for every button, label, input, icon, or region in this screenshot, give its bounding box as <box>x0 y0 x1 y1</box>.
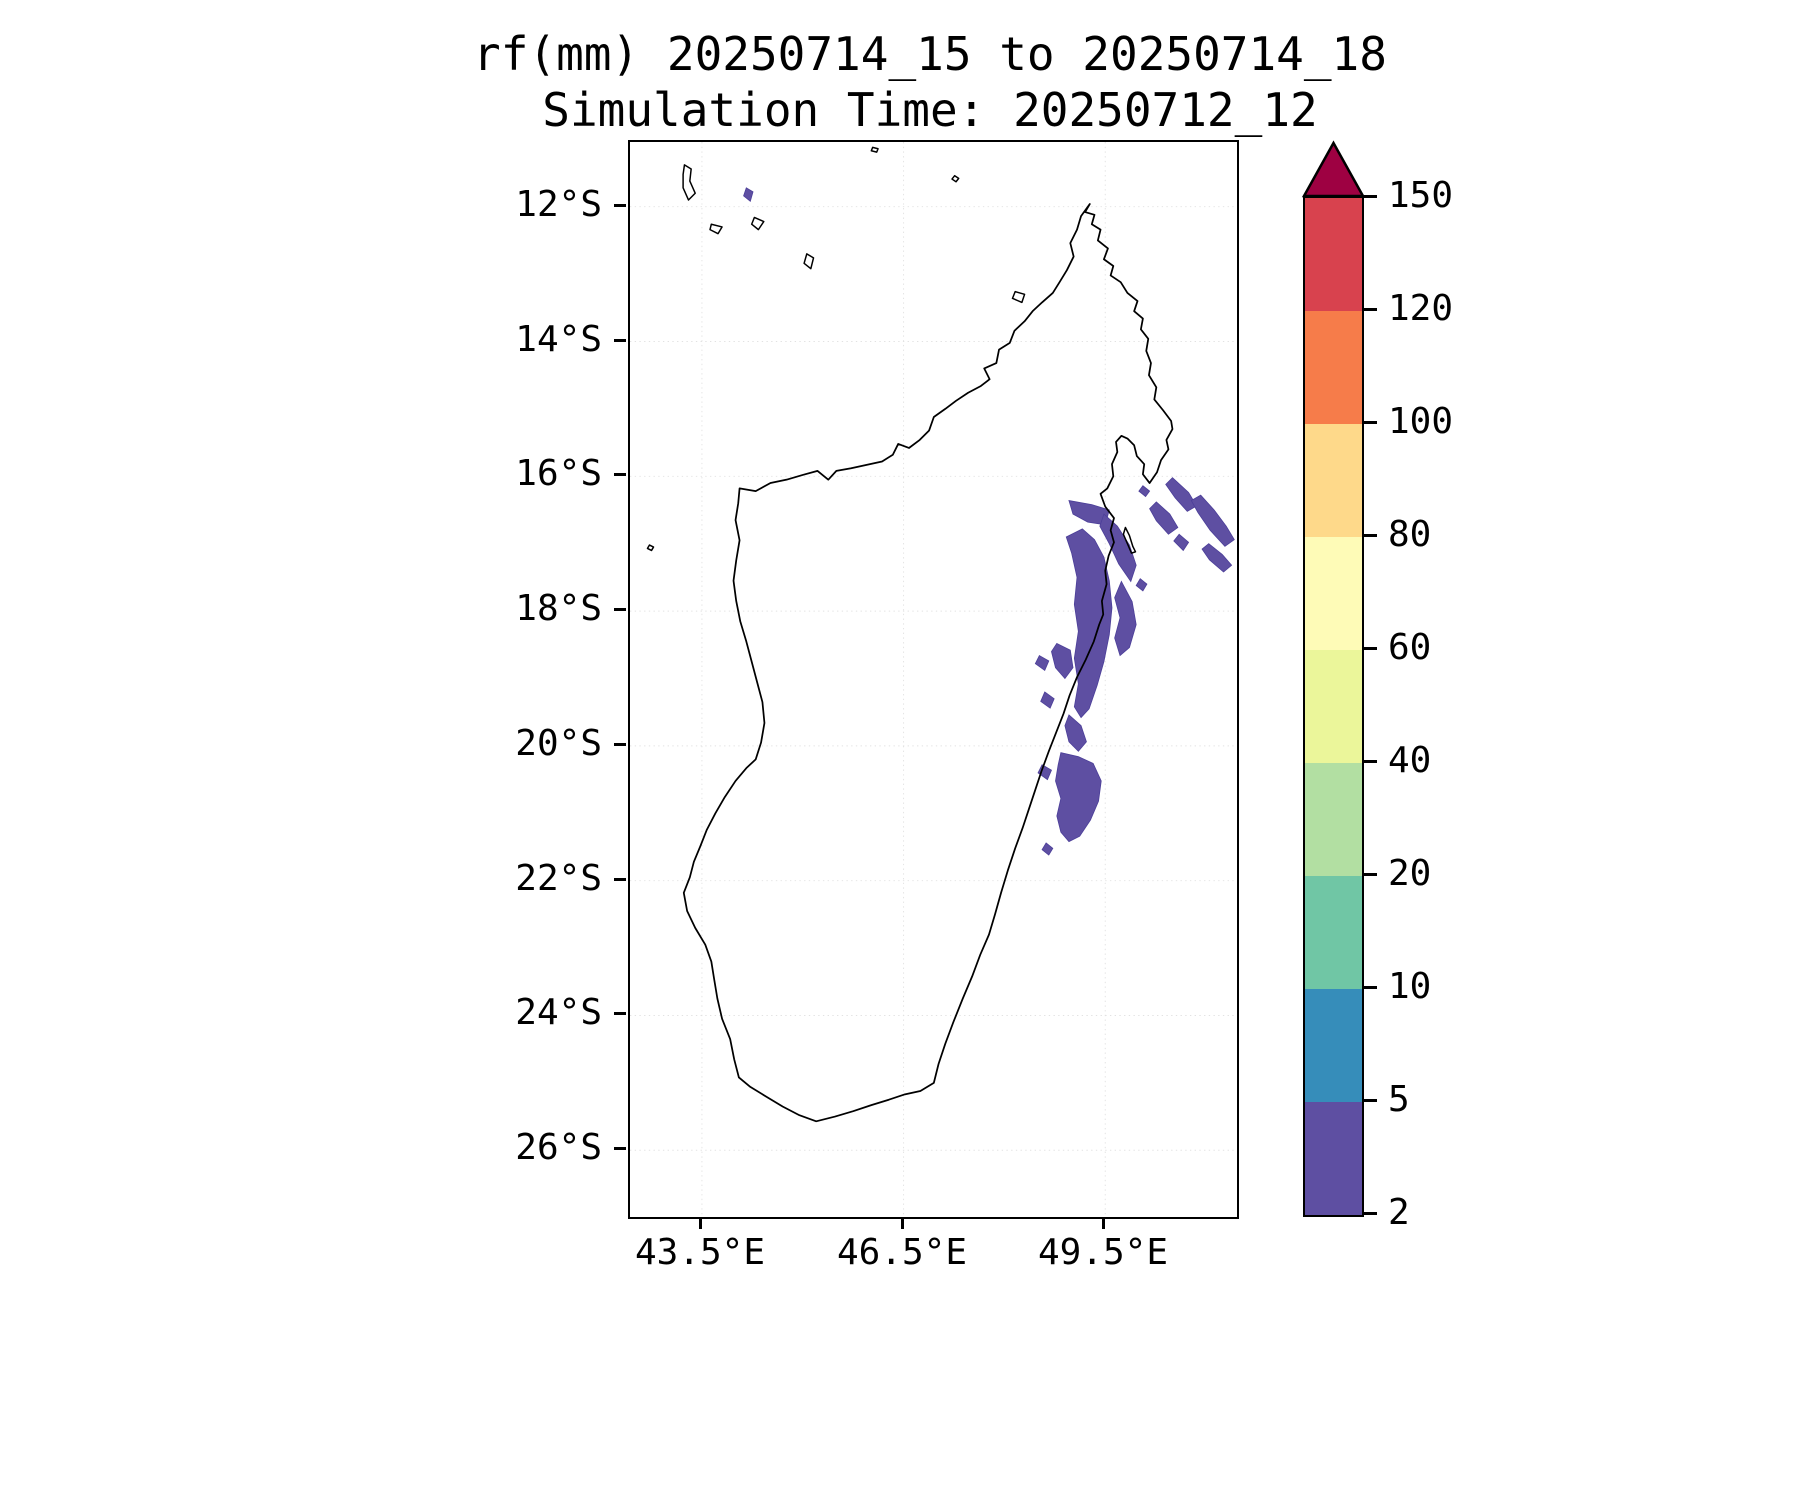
xtick-label-46-5e: 46.5°E <box>836 1232 968 1273</box>
rain-patch <box>1037 764 1052 781</box>
colorbar-segment-5-10 <box>1305 989 1362 1102</box>
island-mayotte <box>803 253 815 270</box>
rain-patch <box>1041 842 1054 856</box>
colorbar-segment-80-100 <box>1305 424 1362 537</box>
rain-patch <box>1040 691 1055 709</box>
colorbar-segment-100-120 <box>1305 311 1362 424</box>
island-sainte-marie <box>1122 526 1137 554</box>
island-anjouan <box>750 216 765 231</box>
colorbar-tick-mark <box>1364 534 1377 537</box>
xtick-label-49-5e: 49.5°E <box>1037 1232 1169 1273</box>
colorbar-tick-label-5: 5 <box>1388 1079 1410 1120</box>
rain-patch <box>1099 513 1137 583</box>
ytick-label-22s: 22°S <box>515 858 602 899</box>
colorbar-segment-20-40 <box>1305 763 1362 876</box>
xtick-label-43-5e: 43.5°E <box>634 1232 766 1273</box>
ytick-label-12s: 12°S <box>515 184 602 225</box>
madagascar-rainfall-map <box>630 142 1237 1217</box>
rain-patch <box>1065 528 1113 719</box>
rain-patch <box>1055 752 1102 843</box>
ytick-mark <box>614 743 626 746</box>
ytick-label-18s: 18°S <box>515 588 602 629</box>
rain-patch <box>1135 578 1148 592</box>
colorbar-tick-label-80: 80 <box>1388 514 1432 555</box>
rain-patch <box>1051 642 1074 680</box>
rain-patch <box>1034 655 1050 672</box>
ytick-mark <box>614 1147 626 1150</box>
ytick-label-26s: 26°S <box>515 1127 602 1168</box>
colorbar-segment-2-5 <box>1305 1102 1362 1215</box>
island-moheli <box>709 223 723 235</box>
colorbar-tick-label-150: 150 <box>1388 175 1454 216</box>
rain-patch <box>1173 533 1190 552</box>
ytick-mark <box>614 473 626 476</box>
colorbar-tick-label-10: 10 <box>1388 966 1432 1007</box>
island-juan-de-nova <box>646 544 655 552</box>
ytick-label-24s: 24°S <box>515 992 602 1033</box>
colorbar-tick-mark <box>1364 873 1377 876</box>
rain-patch <box>1138 485 1151 498</box>
colorbar-segment-10-20 <box>1305 876 1362 989</box>
ytick-mark <box>614 608 626 611</box>
rain-patch <box>1114 580 1137 657</box>
colorbar-tick-label-40: 40 <box>1388 740 1432 781</box>
colorbar-tick-mark <box>1364 195 1377 198</box>
xtick-mark <box>699 1217 702 1229</box>
colorbar-tick-mark <box>1364 760 1377 763</box>
colorbar-tick-label-100: 100 <box>1388 401 1454 442</box>
colorbar-tick-mark <box>1364 647 1377 650</box>
ytick-mark <box>614 339 626 342</box>
colorbar-tick-label-120: 120 <box>1388 288 1454 329</box>
colorbar-tick-label-2: 2 <box>1388 1192 1410 1233</box>
islet-north <box>870 146 879 153</box>
colorbar-tick-mark <box>1364 986 1377 989</box>
ytick-label-16s: 16°S <box>515 453 602 494</box>
colorbar-tick-mark <box>1364 1212 1377 1215</box>
island-grande-comore <box>682 164 696 201</box>
graticule-grid <box>630 142 1237 1217</box>
colorbar-tick-label-60: 60 <box>1388 627 1432 668</box>
madagascar-coastline <box>682 203 1174 1123</box>
colorbar-over-arrow <box>1301 140 1366 198</box>
colorbar-segment-60-80 <box>1305 537 1362 650</box>
colorbar-over-arrow-shape <box>1301 140 1366 198</box>
xtick-mark <box>901 1217 904 1229</box>
island-nosy-be <box>1011 290 1026 304</box>
rain-patch <box>1190 494 1235 547</box>
colorbar-tick-mark <box>1364 308 1377 311</box>
colorbar-tick-mark <box>1364 421 1377 424</box>
island-glorieuses <box>951 174 960 183</box>
ytick-mark <box>614 204 626 207</box>
colorbar <box>1303 196 1364 1217</box>
xtick-mark <box>1102 1217 1105 1229</box>
ytick-mark <box>614 1012 626 1015</box>
rain-patch <box>743 187 754 203</box>
rain-patch <box>1201 543 1233 573</box>
colorbar-tick-label-20: 20 <box>1388 853 1432 894</box>
map-plot-frame <box>628 140 1239 1219</box>
ytick-label-14s: 14°S <box>515 319 602 360</box>
rain-patch <box>1165 477 1198 512</box>
rainfall-patches <box>743 187 1235 856</box>
colorbar-segment-40-60 <box>1305 650 1362 763</box>
ytick-label-20s: 20°S <box>515 723 602 764</box>
ytick-mark <box>614 878 626 881</box>
chart-title: rf(mm) 20250714_15 to 20250714_18 <box>473 27 1387 81</box>
rain-patch <box>1064 714 1087 752</box>
colorbar-segment-120-150 <box>1305 198 1362 311</box>
rain-patch <box>1149 501 1179 535</box>
colorbar-tick-mark <box>1364 1099 1377 1102</box>
chart-subtitle: Simulation Time: 20250712_12 <box>542 83 1318 137</box>
small-islands <box>646 146 1137 554</box>
